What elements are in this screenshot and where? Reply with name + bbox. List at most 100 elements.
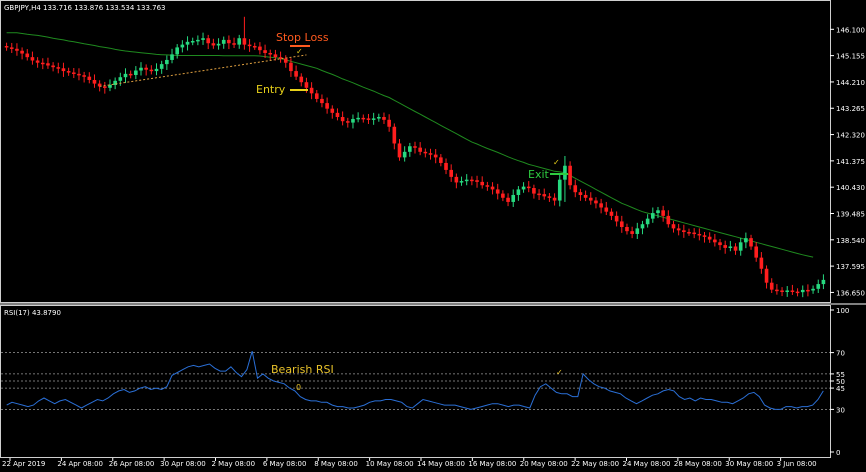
price-tick-label: 143.265: [836, 105, 865, 113]
candle-bull: [744, 238, 748, 243]
candle-bull: [408, 146, 412, 152]
candle-bull: [640, 224, 645, 229]
candle-bear: [495, 189, 500, 194]
time-label: 30 Apr 08:00: [160, 460, 206, 468]
candle-bear: [294, 71, 298, 77]
candle-bear: [304, 82, 309, 88]
candle-bear: [454, 176, 459, 183]
time-label: 2 May 08:00: [212, 460, 256, 468]
candle-bull: [159, 64, 164, 69]
candle-bull: [464, 179, 469, 182]
candle-bull: [521, 186, 526, 190]
candle-bull: [351, 118, 355, 123]
candle-bear: [609, 211, 614, 216]
candle-bear: [206, 38, 211, 44]
candle-bear: [759, 257, 764, 269]
candle-bear: [702, 235, 707, 237]
time-label: 26 Apr 08:00: [109, 460, 155, 468]
candle-bear: [61, 68, 66, 72]
candle-bear: [470, 179, 474, 182]
candle-bull: [511, 194, 516, 202]
candle-bear: [56, 67, 61, 69]
candle-bear: [733, 246, 738, 251]
candle-bear: [775, 289, 779, 292]
candle-bull: [785, 290, 790, 292]
candle-bear: [671, 224, 676, 229]
time-label: 20 May 08:00: [520, 460, 568, 468]
rsi-tick-label: 70: [836, 350, 845, 358]
price-tick-label: 144.210: [836, 79, 865, 87]
candle-bear: [309, 87, 314, 94]
candle-bear: [335, 112, 340, 118]
candle-bull: [237, 38, 242, 45]
candle-bear: [258, 46, 262, 51]
candle-bear: [433, 154, 438, 158]
time-label: 30 May 08:00: [725, 460, 773, 468]
candle-bear: [242, 38, 247, 45]
candle-bear: [614, 215, 619, 222]
candle-bear: [149, 69, 154, 72]
time-label: 24 May 08:00: [623, 460, 671, 468]
candle-bear: [46, 63, 50, 66]
candle-bear: [630, 231, 634, 234]
candle-bear: [676, 228, 681, 231]
candle-bear: [330, 108, 335, 113]
candle-bear: [128, 73, 133, 76]
candle-bear: [485, 185, 490, 187]
candle-bear: [604, 207, 609, 212]
candle-bear: [713, 239, 717, 243]
exit-check-icon: ✓: [553, 158, 560, 167]
candle-bear: [387, 119, 391, 127]
candle-bear: [283, 58, 288, 63]
rsi-tick-label: 100: [836, 307, 849, 315]
candle-bear: [4, 46, 9, 48]
stop-loss-check-icon: ✓: [296, 47, 303, 56]
candle-bear: [40, 62, 45, 65]
candle-bear: [439, 157, 443, 163]
candle-bear: [583, 194, 588, 198]
rsi-info: RSI(17) 43.8790: [4, 309, 61, 317]
candle-bull: [180, 44, 185, 48]
candle-bear: [71, 72, 76, 74]
candle-bear: [780, 290, 784, 292]
candle-bear: [103, 86, 107, 88]
candle-bear: [526, 186, 531, 189]
candles-layer: [4, 16, 826, 298]
price-axis: 146.100 145.155 144.210 143.265 142.320 141.3…: [830, 26, 865, 297]
candle-bull: [221, 39, 226, 44]
entry-label: Entry: [256, 83, 286, 96]
support-trendline: [99, 54, 307, 87]
time-label: 16 May 08:00: [468, 460, 516, 468]
stop-loss-label: Stop Loss: [276, 31, 329, 44]
candle-bull: [123, 73, 128, 78]
candle-bull: [821, 279, 826, 285]
candle-bull: [139, 67, 143, 71]
candle-bear: [268, 52, 273, 55]
rsi-tick-label: 0: [836, 449, 840, 457]
candle-bull: [134, 70, 138, 75]
candle-bear: [754, 246, 759, 258]
candle-bear: [542, 194, 547, 197]
candle-bear: [30, 57, 35, 61]
exit-label: Exit: [528, 168, 550, 181]
candle-bull: [645, 218, 650, 225]
rsi-tick-label: 30: [836, 406, 845, 414]
time-label: 6 May 08:00: [263, 460, 307, 468]
candle-bull: [118, 77, 123, 81]
time-label: 22 Apr 2019: [2, 460, 45, 468]
candle-bear: [211, 43, 216, 46]
time-label: 22 May 08:00: [571, 460, 619, 468]
candle-bear: [51, 65, 55, 68]
rsi-zero-marker: 0: [296, 383, 301, 392]
candle-bear: [97, 83, 102, 87]
candle-bull: [516, 189, 521, 195]
candle-bear: [718, 242, 722, 246]
candle-bull: [728, 246, 733, 248]
candle-bear: [764, 268, 769, 283]
candle-bear: [769, 282, 774, 290]
candle-bear: [806, 289, 810, 292]
symbol-info: GBPJPY,H4 133.716 133.876 133.534 133.76…: [4, 4, 166, 12]
candle-bear: [547, 196, 552, 198]
